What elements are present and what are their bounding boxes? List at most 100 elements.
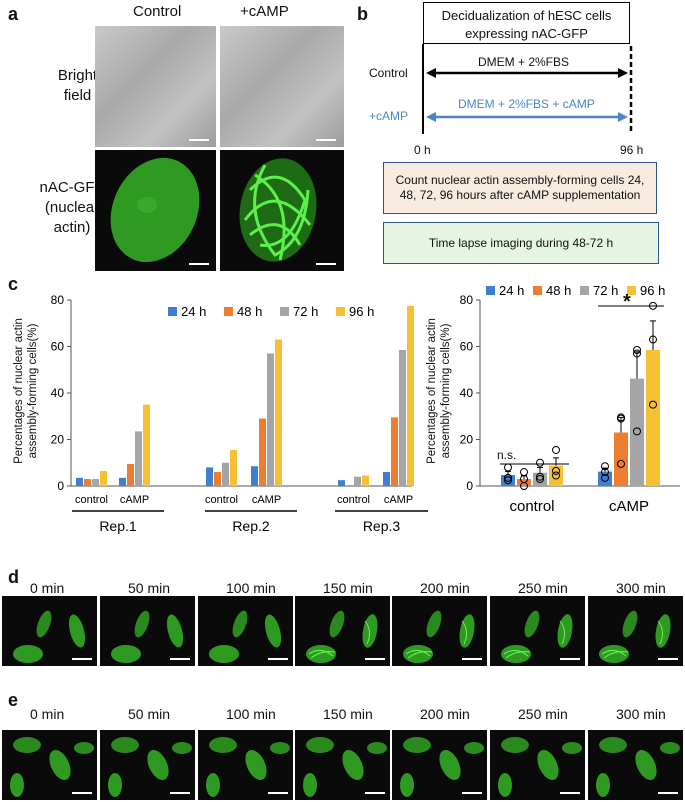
bar [206,467,213,486]
bar [391,417,398,486]
left-y-tick-label: 40 [51,386,65,400]
time-end-label: 96 h [620,143,644,157]
legend-label: 96 h [640,283,665,298]
time-lapse-frame [295,596,390,666]
data-point [633,427,641,436]
bar [646,349,660,486]
replicate-label: Rep.3 [363,518,401,534]
left-y-tick-label: 80 [51,293,65,307]
col-label-camp: +cAMP [240,3,289,20]
timepoint-label: 50 min [128,706,171,722]
bar [214,472,221,486]
bar [549,465,563,486]
bar [338,480,345,486]
bar [119,477,126,486]
right-y-tick-label: 60 [460,340,474,354]
data-point [617,413,625,422]
data-point [504,463,512,472]
right-y-tick-label: 40 [460,386,474,400]
bar [407,305,414,486]
col-label-control: Control [133,3,182,20]
legend-label: 24 h [499,283,524,298]
group-label: control [75,494,108,506]
data-point [552,471,560,480]
bar [100,470,107,486]
group-label: control [337,494,370,506]
legend-label: 48 h [237,304,262,319]
group-label: cAMP [384,494,413,506]
legend-label: 48 h [546,283,571,298]
legend-label: 72 h [593,283,618,298]
bar [533,472,547,486]
data-point [520,468,528,477]
data-point [601,468,609,477]
data-point [617,459,625,468]
control-row-label: Control [369,66,408,80]
legend-label: 24 h [181,304,206,319]
start-line [422,44,424,134]
time-lapse-frame [392,730,487,800]
significance-star: * [623,291,631,313]
group-label: control [205,494,238,506]
legend-swatch [336,307,345,316]
timepoint-label: 300 min [616,706,666,722]
camp-row-label: +cAMP [369,109,409,123]
bar [399,349,406,486]
panel-label-a: a [8,4,19,24]
data-point [633,349,641,358]
time-lapse-frame [295,730,390,800]
group-label: cAMP [120,494,149,506]
panel-label-b: b [357,4,368,24]
timepoint-label: 200 min [420,580,470,596]
panel-label-c: c [8,274,19,294]
right-y-tick-label: 80 [460,293,474,307]
nac-gfp-control-image [95,150,216,271]
count-protocol-box: Count nuclear actin assembly-forming cel… [383,162,657,214]
time-lapse-frame [100,730,195,800]
legend-label: 72 h [293,304,318,319]
bar [259,418,266,486]
category-label: control [509,498,554,515]
bar [76,477,83,486]
timepoint-label: 150 min [323,580,373,596]
time-lapse-frame [392,596,487,666]
data-point [504,473,512,482]
bar [230,449,237,486]
bar [614,432,628,486]
ns-annotation: n.s. [497,448,517,462]
left-y-tick-label: 60 [51,340,65,354]
replicate-label: Rep.2 [232,518,270,534]
legend-label: 96 h [349,304,374,319]
time-lapse-frame [100,596,195,666]
legend-swatch [580,286,589,295]
control-medium-label: DMEM + 2%FBS [478,55,570,69]
left-y-tick-label: 20 [51,433,65,447]
bar [275,339,282,486]
data-point [552,445,560,454]
category-label: cAMP [609,498,649,515]
data-point [601,473,609,482]
data-point [536,475,544,484]
panel-label-d: d [8,567,19,587]
left-y-tick-label: 0 [57,479,64,493]
right-y-tick-label: 0 [466,479,473,493]
time-lapse-box: Time lapse imaging during 48-72 h [383,222,659,264]
legend-swatch [486,286,495,295]
time-lapse-frame [490,730,585,800]
bar [222,462,229,486]
bar [267,353,274,486]
timepoint-label: 0 min [30,580,65,596]
timepoint-label: 300 min [616,580,666,596]
timepoint-label: 250 min [518,706,568,722]
data-point [633,345,641,354]
group-label: cAMP [252,494,281,506]
bar [127,463,134,486]
bar [354,476,361,486]
timepoint-label: 100 min [226,706,276,722]
time-lapse-frame [490,596,585,666]
time-start-label: 0 h [414,143,431,157]
data-point [536,458,544,467]
